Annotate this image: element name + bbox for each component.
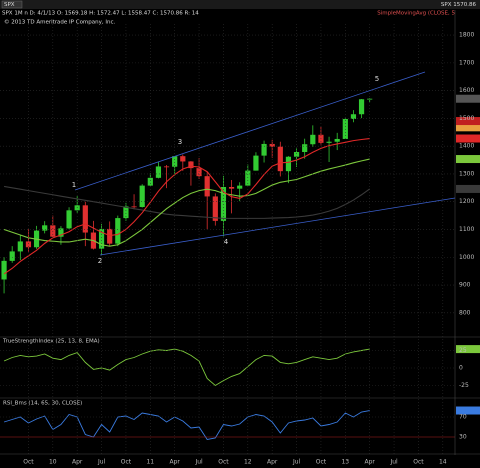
symbol: SPX (4, 2, 15, 8)
value-box (456, 94, 480, 103)
x-tick-label: 10 (49, 459, 57, 466)
bar-info: SPX 1M n D: 4/1/13 O: 1569.18 H: 1572.47… (2, 11, 199, 17)
y-tick-label: 1300 (459, 170, 474, 177)
wave-label: 2 (98, 257, 102, 265)
x-tick-label: Oct (121, 459, 132, 466)
x-tick-label: Jul (292, 459, 301, 466)
wave-label: 5 (375, 75, 379, 83)
x-tick-label: 12 (244, 459, 252, 466)
x-tick-label: 13 (341, 459, 349, 466)
y-tick-label: 800 (459, 309, 471, 316)
moving-average-line (3, 158, 370, 247)
value-box (456, 117, 480, 126)
wave-label: 1 (72, 181, 76, 189)
y-tick-label: 70 (459, 414, 467, 421)
value-box (456, 345, 480, 354)
y-tick-label: -25 (459, 382, 469, 389)
x-tick-label: 11 (146, 459, 154, 466)
study-label: SimpleMovingAvg (CLOSE, 5 (377, 11, 455, 17)
wave-label: 3 (178, 138, 182, 146)
y-tick-label: 30 (459, 434, 467, 441)
y-tick-label: 1400 (459, 143, 474, 150)
y-tick-label: 900 (459, 282, 471, 289)
y-tick-label: 1000 (459, 254, 474, 261)
x-tick-label: Jul (97, 459, 106, 466)
symbol-box[interactable] (1, 0, 23, 9)
y-tick-label: 1200 (459, 198, 474, 205)
x-tick-label: Jul (194, 459, 203, 466)
indicator-line (3, 348, 370, 387)
value-box (456, 406, 480, 415)
x-tick-label: Apr (267, 459, 278, 466)
x-tick-label: Oct (316, 459, 327, 466)
y-tick-label: 0 (459, 365, 463, 372)
x-tick-label: Apr (72, 459, 83, 466)
x-tick-label: Oct (23, 459, 34, 466)
moving-average-line (3, 137, 370, 275)
value-box (456, 155, 480, 164)
x-tick-label: Oct (413, 459, 424, 466)
y-tick-label: 1600 (459, 87, 474, 94)
y-tick-label: 1700 (459, 59, 474, 66)
x-tick-label: Apr (364, 459, 375, 466)
y-tick-label: 1800 (459, 32, 474, 39)
x-tick-label: Jul (389, 459, 398, 466)
x-tick-label: 14 (439, 459, 447, 466)
panel-title: RSI_Bms (14, 65, 30, CLOSE) (3, 401, 82, 407)
quote: SPX 1570.86 (441, 2, 477, 8)
panel-title: TrueStrengthIndex (25, 13, 8, EMA) (2, 339, 100, 345)
y-tick-label: 25 (459, 347, 467, 354)
trend-channel-lower (99, 197, 456, 256)
toolbar (0, 0, 480, 9)
value-box (456, 184, 480, 193)
y-tick-label: 1500 (459, 115, 474, 122)
indicator-line (3, 410, 370, 440)
value-box (456, 123, 480, 132)
y-tick-label: 1100 (459, 226, 474, 233)
value-box (456, 134, 480, 143)
x-tick-label: Apr (169, 459, 180, 466)
x-tick-label: Oct (218, 459, 229, 466)
moving-average-line (3, 185, 371, 219)
trend-channel-upper (74, 71, 426, 191)
copyright: © 2013 TD Ameritrade IP Company, Inc. (4, 19, 116, 26)
wave-label: 4 (224, 238, 229, 246)
